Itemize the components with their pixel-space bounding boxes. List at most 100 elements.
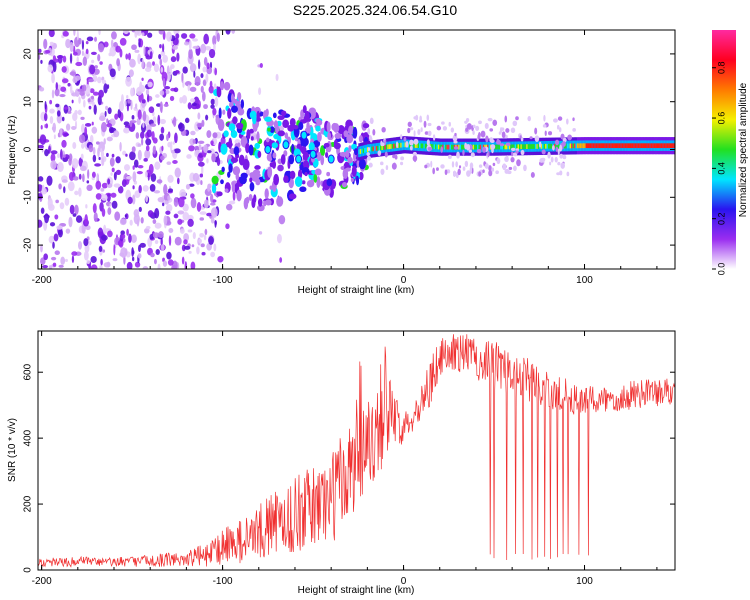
spectrogram-cell [124,248,128,256]
spectrogram-cell [86,36,94,42]
spectrogram-cell [374,146,377,151]
spectrogram-cell [280,154,286,165]
spectrogram-cell [552,118,558,123]
spectrogram-cell [172,141,175,145]
spectrogram-cell [249,182,255,192]
spectrogram-cell [148,163,154,175]
spectrogram-cell [511,147,516,152]
spectrogram-cell [189,63,197,73]
spectrogram-cell [150,252,155,258]
spectrogram-cell [160,66,164,73]
spectrogram-cell [520,144,523,150]
spectrogram-cell [196,122,203,128]
spectrogram-cell [503,144,505,150]
spectrogram-cell [537,144,540,149]
spectrogram-cell [458,144,461,150]
spectrogram-cell [334,132,342,140]
spectrogram-cell [604,143,607,149]
spectrogram-cell [629,143,631,149]
spectrogram-cell [98,115,106,122]
spectrogram-cell [143,45,146,56]
spectrogram-cell [89,88,95,94]
spectrogram-cell [166,65,170,75]
spectrogram-cell [325,151,329,159]
spectrogram-cell [207,183,211,192]
spectrogram-cell [175,69,180,74]
spectrogram-cell [61,78,69,84]
spectrogram-cell [453,140,458,144]
spectrogram-cell [138,206,142,212]
spectrogram-cell [634,143,637,149]
spectrogram-cell [212,35,217,46]
spectrogram-cell [200,73,204,79]
spectrogram-cell [171,264,177,269]
spectrogram-cell [222,109,226,115]
spectrogram-cell [487,150,490,158]
spectrogram-cell [59,149,63,160]
spectrogram-cell [140,131,145,139]
spectrogram-cell [265,199,272,206]
spectrogram-cell [210,202,216,206]
spectrogram-cell [369,136,373,143]
spectrogram-cell [240,172,248,179]
spectrogram-cell [413,138,419,145]
spectrogram-cell [116,58,120,67]
spectrogram-cell [326,178,333,187]
spectrogram-cell [131,44,137,51]
spectrogram-cell [187,218,194,227]
spectrogram-cell [167,259,174,266]
spectrogram-cell [210,140,214,146]
colorbar-tick-label: 0.2 [716,212,726,225]
spectrogram-cell [137,143,142,147]
spectrogram-cell [348,145,352,153]
spectrogram-cell [100,148,103,153]
spectrogram-cell [159,118,166,125]
spectrogram-cell [169,141,173,152]
spectrogram-cell [505,142,511,147]
spectrogram-cell [52,241,55,249]
spectrogram-cell [69,53,73,64]
spectrogram-cell [164,200,169,205]
spectrogram-cell [582,143,585,149]
spectrogram-cell [498,144,501,150]
spectrogram-cell [50,160,57,170]
spectrogram-cell [69,204,75,215]
spectrogram-cell [345,150,350,158]
snr-x-tick-label: 0 [401,576,407,587]
spectrogram-cell [672,143,675,149]
spectrogram-cell [390,144,392,149]
spectrogram-cell [210,98,215,105]
spectrogram-cell [206,158,209,164]
spectrogram-cell [71,255,75,263]
spectrogram-cell [149,51,153,60]
spectrogram-cell [60,86,67,92]
spectrogram-cell [88,78,95,83]
spectrogram-cell [249,177,253,183]
spectrogram-cell [673,143,675,149]
spectrogram-cell [146,94,150,103]
spectrogram-cell [237,107,245,116]
spectrogram-cell [55,199,60,204]
spectrogram-cell [90,95,95,100]
spectrogram-cell [327,154,335,164]
spectrogram-cell [161,145,164,152]
spectrogram-cell [42,265,49,269]
spectrogram-cell [267,166,273,178]
spectrogram-cell [298,121,304,131]
spectrogram-cell [452,134,458,142]
spectrogram-cell [111,31,117,40]
spectrogram-cell [304,171,308,177]
spectrogram-cell [112,258,118,262]
spectrogram-cell [176,52,180,62]
spectrogram-cell [424,164,428,169]
spectrogram-cell [217,119,225,131]
spectrogram-cell [387,144,390,150]
spectrogram-cell [653,143,656,149]
spectrogram-cell [295,154,303,164]
spectrogram-cell [272,152,277,159]
spectrogram-cell [162,202,165,207]
spectrogram-cell [542,143,544,149]
spectrogram-cell [553,143,556,149]
spectrogram-cell [499,143,505,147]
spectrogram-cell [71,251,78,256]
